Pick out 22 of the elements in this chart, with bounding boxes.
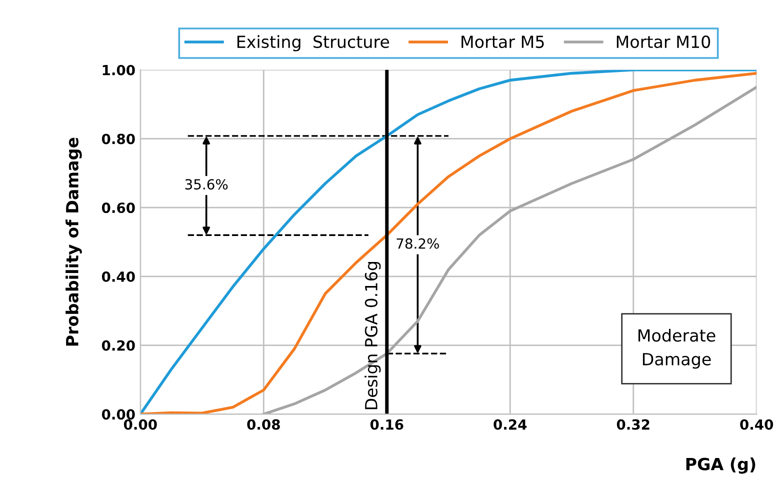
x-axis-title: PGA (g) [686, 457, 756, 474]
annotation: 35.6% [185, 179, 228, 190]
ref-line-label: Design PGA 0.16g [364, 262, 381, 410]
x-tick-label: 0.24 [494, 419, 527, 430]
y-tick-label: 1.00 [102, 64, 135, 76]
annotation: 78.2% [396, 238, 439, 249]
legend-label: Mortar M5 [462, 36, 544, 48]
y-tick-label: 0.40 [102, 271, 135, 282]
x-tick-label: 0.16 [370, 419, 404, 430]
annotation: Moderate Damage [638, 328, 716, 369]
x-tick-label: 0.00 [124, 419, 157, 430]
x-tick-label: 0.08 [247, 419, 280, 430]
line-series [262, 86, 757, 414]
x-tick-label: 0.32 [616, 419, 650, 430]
y-tick-label: 0.00 [102, 409, 135, 420]
y-tick-label: 0.60 [102, 202, 135, 214]
legend-label: Existing Structure [237, 35, 390, 52]
x-tick-label: 0.40 [740, 419, 774, 430]
y-axis-title: Probability of Damage [66, 138, 82, 346]
y-tick-label: 0.20 [102, 340, 135, 351]
legend-label: Mortar M10 [616, 35, 710, 48]
y-tick-label: 0.80 [102, 134, 135, 144]
